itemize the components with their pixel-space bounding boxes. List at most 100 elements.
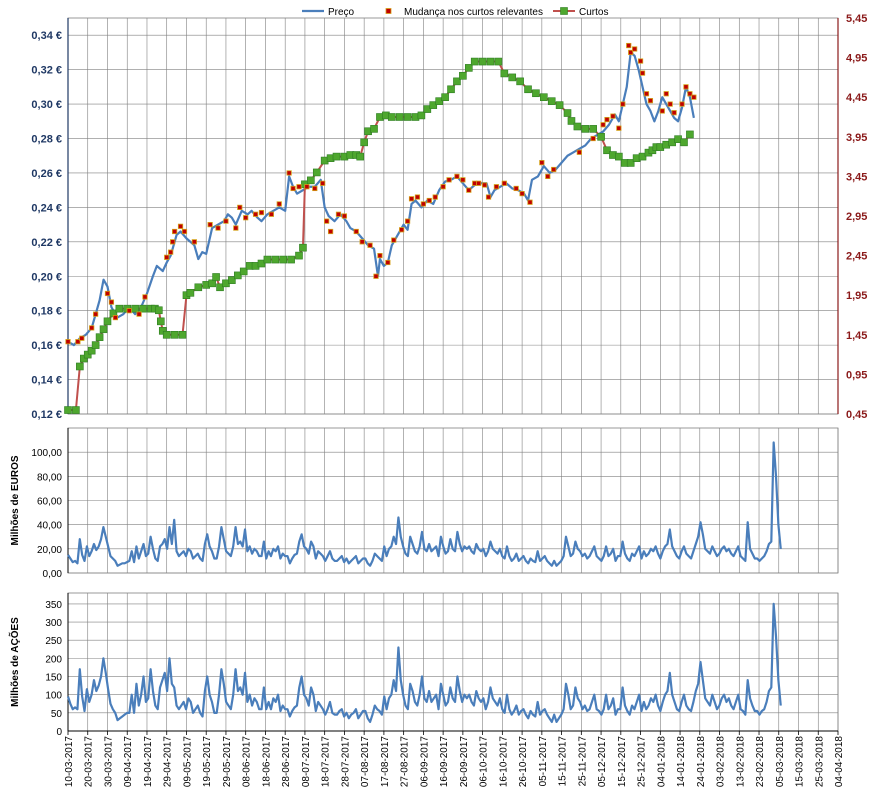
x-tick-label: 15-11-2017	[558, 736, 569, 787]
y-tick-label: 100	[45, 691, 62, 702]
shorts-marker	[615, 152, 623, 161]
shorts-marker	[453, 77, 461, 86]
shorts-marker	[186, 289, 195, 297]
x-tick-label: 05-12-2017	[597, 736, 608, 788]
shorts-marker	[279, 255, 288, 264]
shorts-marker	[464, 64, 473, 72]
shorts-marker	[524, 85, 532, 94]
x-tick-label: 29-05-2017	[222, 736, 233, 788]
x-tick-label: 23-02-2018	[755, 736, 766, 788]
shorts-marker	[360, 138, 368, 147]
short-change-marker	[513, 185, 519, 192]
shorts-marker	[295, 251, 303, 260]
y-tick-label: 0	[56, 727, 62, 738]
x-tick-label: 30-03-2017	[103, 736, 114, 788]
short-change-marker	[414, 194, 421, 200]
short-change-marker	[671, 110, 677, 116]
x-tick-label: 26-09-2017	[459, 736, 470, 788]
short-change-marker	[296, 184, 302, 190]
y-right-tick-label: 0,95	[846, 369, 867, 381]
y-left-tick-label: 0,14 €	[31, 375, 62, 387]
y-right-tick-label: 0,45	[846, 409, 867, 421]
short-change-marker	[399, 227, 405, 233]
shorts-marker	[83, 350, 92, 359]
shorts-marker	[263, 255, 272, 264]
y-left-tick-label: 0,24 €	[31, 202, 62, 214]
short-change-marker	[426, 197, 432, 204]
y-tick-label: 350	[45, 600, 62, 611]
short-change-marker	[276, 201, 282, 207]
shorts-marker	[478, 57, 487, 66]
x-tick-label: 06-09-2017	[419, 736, 430, 788]
shorts-marker	[435, 97, 443, 105]
short-change-marker	[493, 184, 500, 190]
shorts-marker	[508, 73, 517, 82]
short-change-marker	[476, 180, 482, 186]
shorts-marker	[567, 117, 576, 125]
x-tick-label: 14-01-2018	[676, 736, 687, 788]
shorts-marker	[131, 304, 139, 313]
y-left-tick-label: 0,30 €	[31, 99, 62, 111]
short-change-marker	[104, 290, 111, 297]
short-change-marker	[373, 273, 379, 279]
short-change-marker	[519, 191, 525, 197]
y-left-tick-label: 0,32 €	[31, 65, 62, 77]
y-tick-label: 40,00	[37, 521, 62, 532]
y-tick-label: 200	[45, 654, 62, 665]
y-tick-label: 80,00	[37, 472, 62, 483]
shorts-marker	[447, 85, 455, 94]
shorts-marker	[429, 101, 438, 109]
short-change-marker	[454, 173, 460, 179]
volume-line	[67, 441, 782, 567]
y-left-tick-label: 0,18 €	[31, 306, 62, 318]
x-tick-label: 27-08-2017	[400, 736, 411, 788]
shorts-marker	[589, 125, 597, 133]
shorts-marker	[103, 317, 112, 326]
shorts-marker	[387, 113, 396, 121]
short-change-marker	[170, 239, 176, 245]
short-change-marker	[353, 228, 359, 235]
shorts-marker	[64, 406, 72, 414]
short-change-marker	[501, 180, 507, 186]
y-left-tick-label: 0,34 €	[31, 30, 62, 42]
shorts-marker	[95, 333, 104, 341]
shorts-marker	[312, 168, 321, 177]
plot-area-border	[67, 592, 839, 732]
shorts-marker	[417, 111, 426, 120]
short-change-marker	[286, 170, 292, 176]
x-tick-label: 26-10-2017	[518, 736, 529, 788]
x-tick-label: 13-02-2018	[735, 736, 746, 788]
short-change-marker	[420, 201, 426, 207]
shorts-marker	[563, 109, 572, 117]
shorts-marker	[170, 330, 179, 339]
shorts-marker	[208, 279, 216, 288]
x-tick-label: 09-04-2017	[123, 736, 134, 788]
y-tick-label: 60,00	[37, 497, 62, 508]
y-right-tick-label: 2,95	[846, 211, 867, 223]
shorts-marker	[332, 152, 341, 161]
shorts-marker	[162, 330, 171, 339]
legend: Preço Mudança nos curtos relevantes Curtos	[302, 7, 608, 18]
short-change-marker	[112, 314, 118, 321]
y-tick-label: 300	[45, 618, 62, 629]
y-right-tick-label: 1,95	[846, 290, 867, 302]
shorts-marker	[370, 125, 378, 133]
shorts-marker	[76, 362, 84, 371]
y-left-tick-label: 0,28 €	[31, 134, 62, 146]
shares-volume-panel: 0 50 100 150 200 250 300 350 Milhões de AÇÕES	[8, 592, 839, 738]
y-tick-label: 150	[45, 673, 62, 684]
y-right-tick-label: 3,95	[846, 132, 867, 144]
short-change-marker	[177, 223, 184, 229]
x-tick-label: 10-03-2017	[64, 736, 75, 788]
shorts-marker	[403, 113, 412, 121]
shorts-marker	[91, 341, 100, 349]
shorts-marker	[540, 93, 548, 101]
x-tick-label: 20-03-2017	[84, 736, 95, 788]
legend-label: Preço	[328, 7, 355, 18]
y-tick-label: 100,00	[31, 448, 62, 459]
short-change-marker	[377, 252, 383, 259]
x-tick-label: 08-07-2017	[301, 736, 312, 788]
short-change-marker	[687, 91, 693, 97]
short-change-marker	[667, 101, 673, 107]
short-change-marker	[466, 187, 472, 193]
